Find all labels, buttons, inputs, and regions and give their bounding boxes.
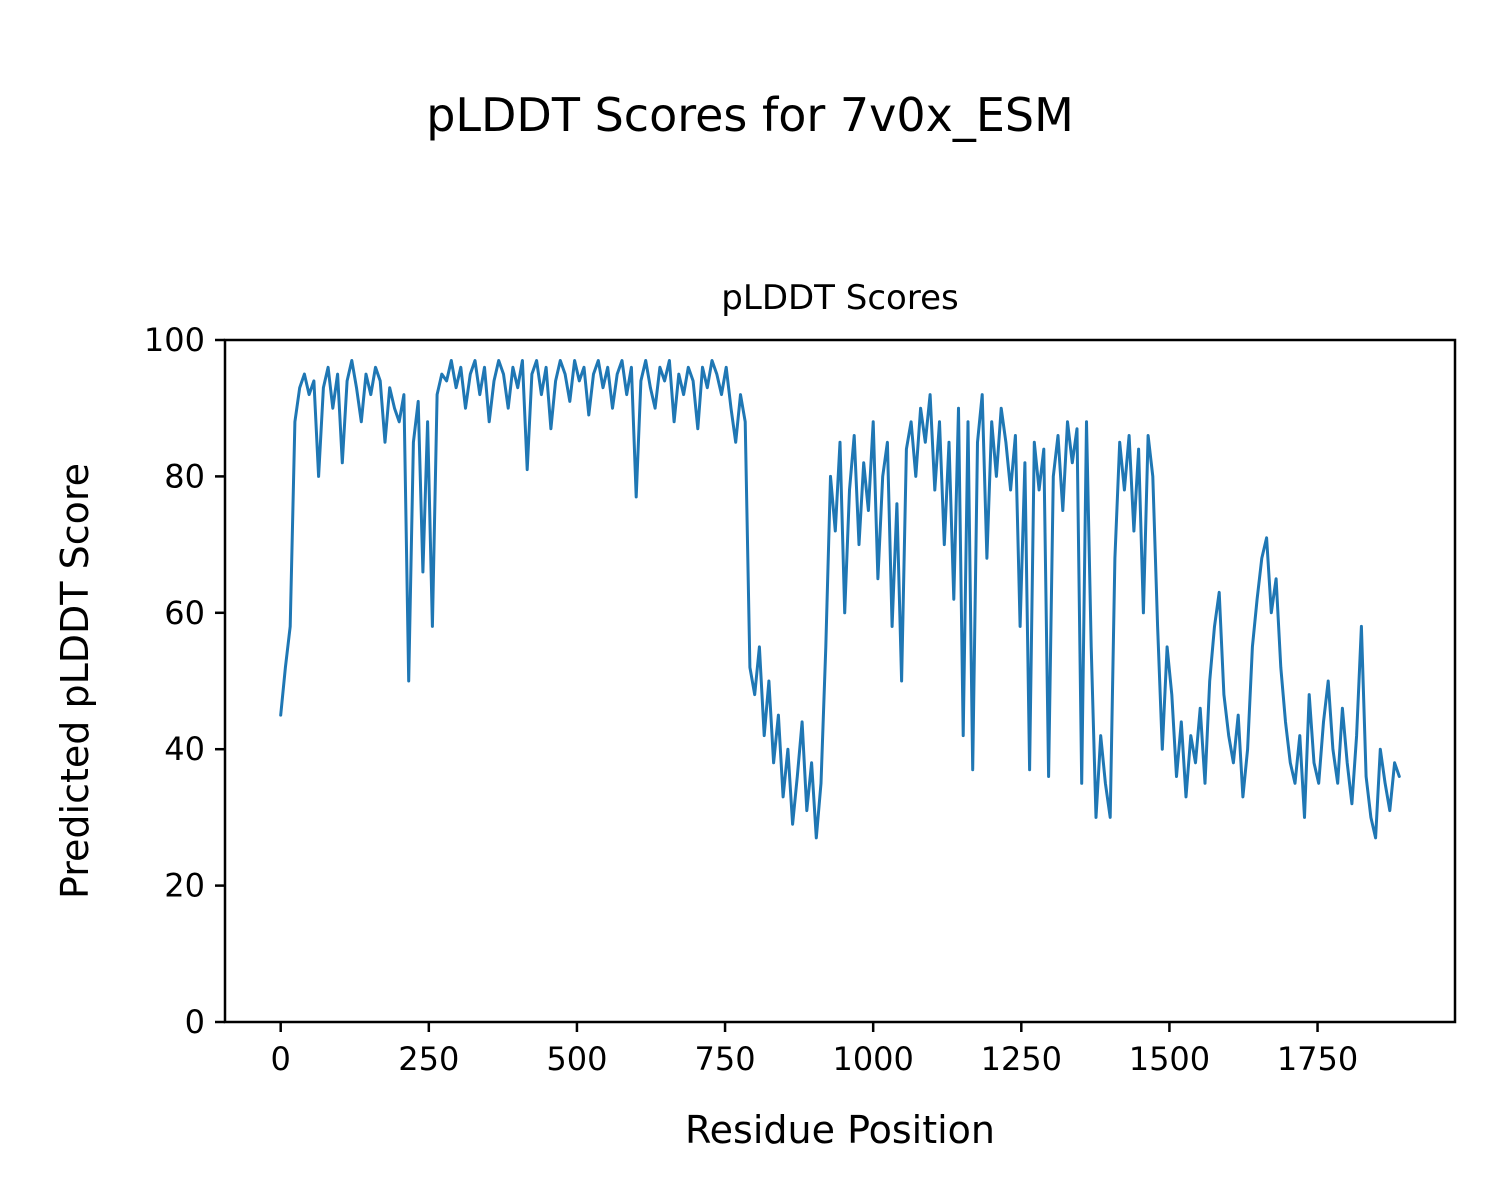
x-tick-label: 1500 — [1129, 1040, 1210, 1078]
x-tick-label: 750 — [695, 1040, 756, 1078]
plddt-score-line — [279, 359, 1401, 840]
axes-title: pLDDT Scores — [721, 278, 959, 318]
y-axis-label: Predicted pLDDT Score — [53, 463, 97, 899]
figure-title: pLDDT Scores for 7v0x_ESM — [426, 88, 1074, 142]
y-tick-label: 100 — [144, 321, 205, 359]
y-tick-label: 60 — [164, 594, 205, 632]
y-tick-label: 0 — [185, 1003, 205, 1041]
x-tick-label: 250 — [398, 1040, 459, 1078]
y-tick-label: 40 — [164, 730, 205, 768]
x-tick-label: 500 — [546, 1040, 607, 1078]
x-tick-label: 1250 — [981, 1040, 1062, 1078]
x-tick-label: 0 — [271, 1040, 291, 1078]
x-axis-label: Residue Position — [684, 1108, 996, 1152]
axes-frame — [223, 338, 1457, 1024]
x-tick-label: 1000 — [832, 1040, 913, 1078]
y-tick-label: 80 — [164, 457, 205, 495]
x-tick-label: 1750 — [1277, 1040, 1358, 1078]
y-tick-label: 20 — [164, 867, 205, 905]
